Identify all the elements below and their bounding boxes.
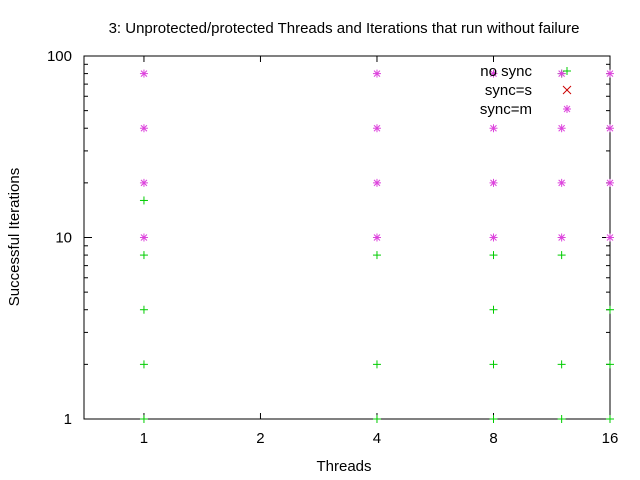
data-point (606, 415, 614, 423)
data-point (139, 415, 148, 423)
data-point (139, 69, 148, 78)
data-point (372, 360, 381, 369)
y-tick-labels: 1 10 100 (47, 48, 72, 428)
data-point (606, 178, 614, 187)
x-tick-label: 8 (489, 430, 497, 447)
data-point (139, 251, 148, 260)
y-tick-label: 10 (55, 230, 72, 247)
data-point (372, 69, 381, 78)
data-point (372, 178, 381, 187)
data-point (489, 360, 498, 369)
data-point (139, 305, 148, 314)
data-point (606, 233, 614, 242)
data-point (557, 69, 566, 78)
data-point (489, 415, 498, 423)
data-point (606, 360, 614, 369)
data-point (489, 124, 498, 133)
data-point (489, 233, 498, 242)
data-point (139, 178, 148, 187)
x-tick-label: 2 (256, 430, 264, 447)
x-tick-label: 16 (602, 430, 619, 447)
legend-marker (562, 85, 572, 95)
chart-title: 3: Unprotected/protected Threads and Ite… (109, 20, 580, 37)
y-tick-label: 100 (47, 48, 72, 65)
data-point (557, 360, 566, 369)
data-point (372, 124, 381, 133)
data-point (139, 233, 148, 242)
data-point (372, 233, 381, 242)
legend-label: sync=m (480, 101, 532, 118)
data-point (557, 124, 566, 133)
legend-marker (563, 105, 571, 113)
data-point (139, 124, 148, 133)
data-point (606, 124, 614, 133)
data-point (606, 69, 614, 78)
data-point (489, 251, 498, 260)
data-point (372, 251, 381, 260)
x-axis-label: Threads (316, 458, 371, 475)
legend-marker (563, 67, 571, 75)
data-point (606, 305, 614, 314)
data-point (489, 305, 498, 314)
legend-label: sync=s (485, 82, 532, 99)
x-tick-labels: 1 2 4 8 16 (140, 430, 619, 447)
data-point (557, 233, 566, 242)
data-point (139, 360, 148, 369)
data-point (557, 178, 566, 187)
data-point (489, 69, 498, 78)
x-tick-label: 1 (140, 430, 148, 447)
data-point (557, 415, 566, 423)
y-axis-label: Successful Iterations (6, 168, 23, 306)
legend: no sync sync=s sync=m (480, 63, 572, 118)
data-point (139, 196, 148, 205)
data-marks (139, 69, 614, 423)
x-tick-label: 4 (373, 430, 381, 447)
data-point (489, 178, 498, 187)
data-point (557, 251, 566, 260)
data-point (372, 415, 381, 423)
y-tick-label: 1 (64, 411, 72, 428)
legend-label: no sync (480, 63, 532, 80)
